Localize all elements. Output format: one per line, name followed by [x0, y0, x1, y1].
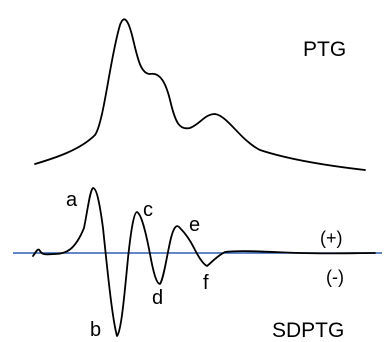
point-label-b: b	[90, 319, 101, 341]
point-label-d: d	[152, 287, 163, 309]
point-label-f: f	[203, 272, 209, 294]
negative-sign-label: (-)	[326, 267, 344, 287]
ptg-title: PTG	[303, 38, 346, 61]
ptg-waveform	[34, 18, 366, 171]
point-label-c: c	[143, 199, 153, 221]
point-label-a: a	[66, 189, 78, 211]
positive-sign-label: (+)	[320, 228, 343, 248]
point-label-e: e	[189, 214, 200, 236]
sdptg-waveform	[32, 187, 376, 337]
sdptg-title: SDPTG	[272, 319, 344, 342]
